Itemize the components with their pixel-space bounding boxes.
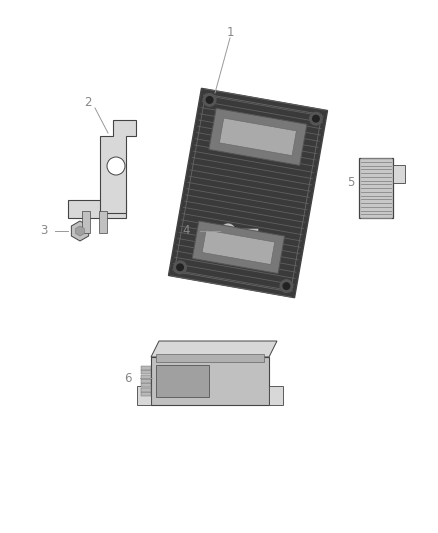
Polygon shape: [100, 120, 136, 213]
Circle shape: [203, 93, 216, 107]
Circle shape: [220, 223, 236, 239]
Polygon shape: [219, 118, 297, 156]
Circle shape: [309, 112, 323, 126]
Bar: [269, 386, 283, 405]
Bar: [82, 211, 90, 233]
Polygon shape: [76, 226, 85, 236]
Bar: [141, 392, 151, 397]
Bar: [141, 388, 151, 392]
Bar: [137, 386, 151, 405]
Circle shape: [283, 282, 290, 290]
Circle shape: [205, 96, 214, 104]
Bar: [156, 366, 209, 397]
Text: 6: 6: [124, 372, 132, 384]
Bar: [141, 366, 151, 369]
Text: 3: 3: [41, 224, 48, 238]
Bar: [141, 383, 151, 387]
Bar: [156, 354, 264, 362]
Circle shape: [107, 157, 125, 175]
Polygon shape: [209, 108, 307, 165]
Circle shape: [173, 260, 187, 274]
Text: 2: 2: [84, 96, 92, 109]
Polygon shape: [71, 221, 88, 241]
Circle shape: [279, 279, 293, 293]
Bar: [141, 370, 151, 374]
Text: 4: 4: [183, 224, 190, 238]
Circle shape: [312, 115, 320, 123]
Polygon shape: [169, 88, 328, 297]
Polygon shape: [151, 341, 277, 357]
Polygon shape: [202, 230, 275, 264]
Text: 1: 1: [226, 27, 234, 39]
Circle shape: [176, 263, 184, 271]
Bar: [151, 357, 269, 405]
Bar: [393, 165, 405, 183]
Bar: [236, 228, 258, 234]
Bar: [68, 200, 126, 218]
Bar: [141, 375, 151, 378]
Text: 5: 5: [348, 176, 355, 190]
Bar: [141, 379, 151, 383]
Polygon shape: [192, 221, 285, 273]
Bar: [359, 158, 393, 218]
Bar: [99, 211, 107, 233]
